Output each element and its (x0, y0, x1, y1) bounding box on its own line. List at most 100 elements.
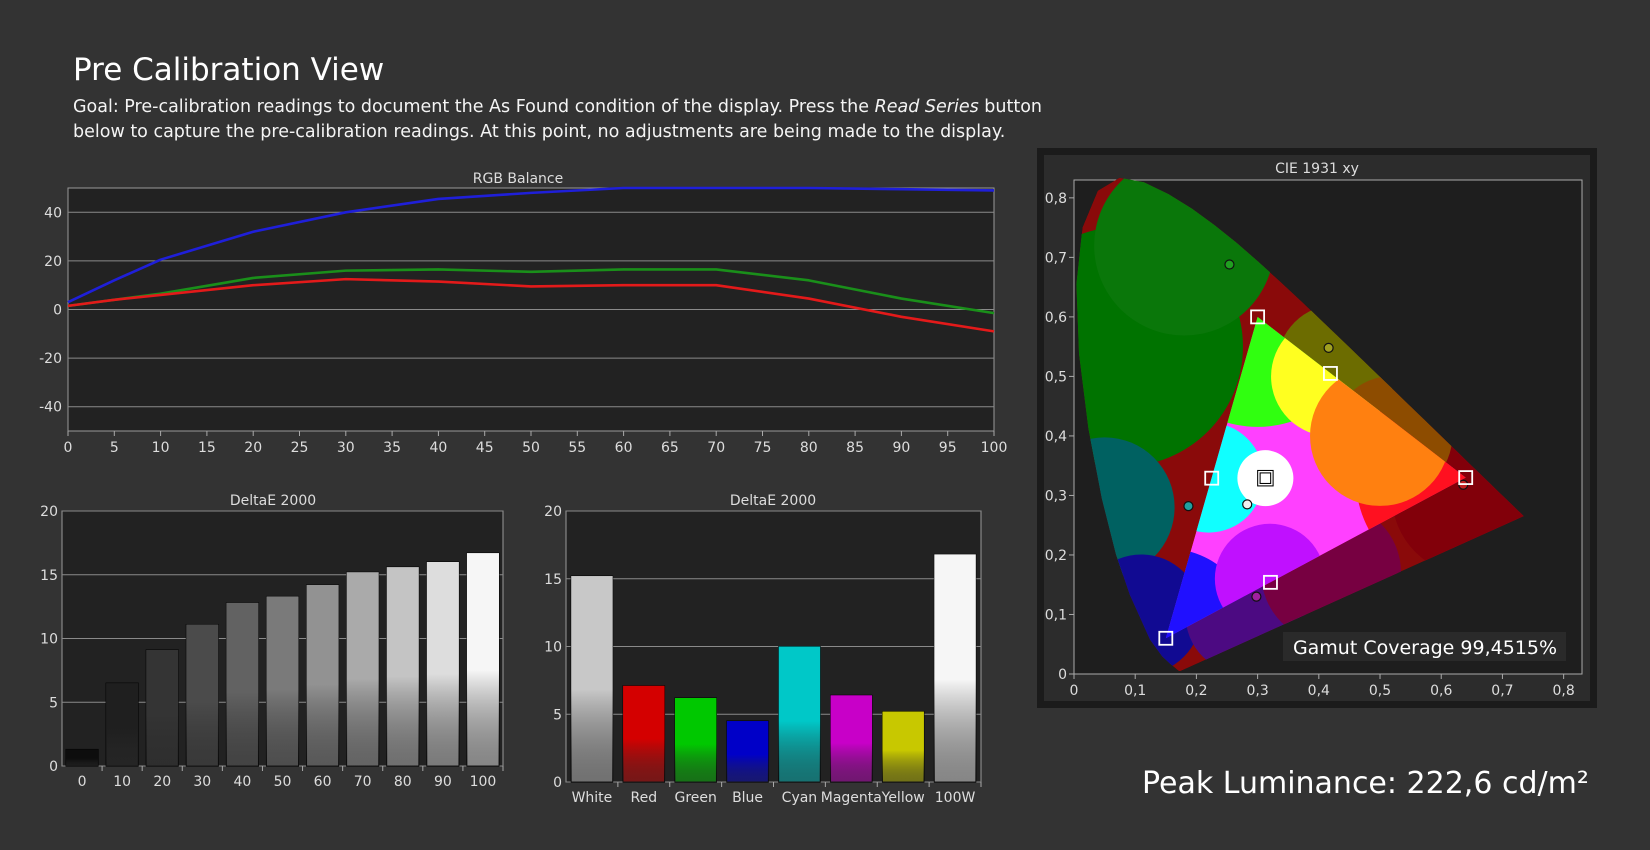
gray-bar-shade (146, 649, 179, 766)
color-y-tick-label: 5 (553, 707, 562, 723)
gray-bar-shade (426, 562, 459, 766)
color-bar-shade (571, 576, 613, 782)
target-square-1 (1250, 309, 1266, 325)
cie-1931-chart: CIE 1931 xy 0 0,1 0,2 0,3 0,4 0,5 0,6 0,7 0,8 0,8… (1037, 148, 1597, 708)
rgb-x-tick-label: 60 (615, 440, 633, 456)
cie-x-tick-label: 0,4 (1308, 683, 1330, 699)
gray-bar-shade (346, 572, 379, 766)
locus-color-blob-2 (1076, 437, 1175, 578)
rgb-y-tick-label: -40 (39, 400, 62, 416)
gray-x-tick-label: 40 (233, 774, 251, 790)
cie-y-tick-label: 0,2 (1045, 548, 1067, 564)
rgb-x-tick-label: 80 (800, 440, 818, 456)
gray-bar-shade (106, 683, 139, 766)
color-x-tick-label: Cyan (782, 790, 818, 806)
target-square-0 (1458, 470, 1474, 485)
gray-bar-shade (186, 624, 219, 766)
deltae-color-chart: DeltaE 2000 20 15 10 5 0 White Red Green Blue Cya… (544, 493, 982, 806)
gamut-coverage-box (1283, 632, 1566, 661)
page-title: Pre Calibration View (73, 52, 385, 88)
target-square-3 (1204, 470, 1220, 486)
rgb-x-tick-label: 45 (476, 440, 494, 456)
triangle-blob-7 (1237, 450, 1294, 507)
gray-bar-shade (226, 602, 259, 766)
cie-y-tick-label: 0,7 (1045, 250, 1067, 266)
color-bar-shade (882, 711, 924, 782)
rgb-x-tick-label: 75 (754, 440, 772, 456)
gray-x-tick-label: 90 (434, 774, 452, 790)
rgb-x-tick-label: 30 (337, 440, 355, 456)
goal-text-end: button below to capture the pre-calibrat… (73, 97, 1043, 142)
rgb-y-tick-label: -20 (39, 351, 62, 367)
target-square-white-inner (1258, 470, 1273, 486)
color-bar-shade (778, 646, 821, 782)
cie-x-tick-label: 0,2 (1185, 683, 1207, 699)
color-y-tick-label: 10 (544, 640, 562, 656)
gray-bar-shade (66, 749, 99, 766)
color-y-tick-label: 15 (544, 572, 562, 588)
color-x-tick-label: Magenta (821, 790, 882, 806)
rgb-x-tick-label: 0 (64, 440, 73, 456)
gamut-outer-shade (1076, 177, 1524, 672)
measured-point-4 (1323, 342, 1334, 353)
gray-x-tick-label: 100 (470, 774, 497, 790)
rgb-x-tick-label: 95 (939, 440, 957, 456)
color-x-tick-label: Yellow (881, 790, 925, 806)
goal-text-start: Goal: Pre-calibration readings to docume… (73, 97, 875, 117)
rgb-x-tick-label: 15 (198, 440, 216, 456)
color-x-tick-label: Blue (732, 790, 763, 806)
rgb-y-tick-label: 0 (53, 303, 62, 319)
rgb-x-tick-label: 100 (981, 440, 1008, 456)
cie-x-tick-label: 0,3 (1246, 683, 1268, 699)
cie-y-tick-label: 0,3 (1045, 488, 1067, 504)
deltae-grayscale-title: DeltaE 2000 (230, 493, 316, 509)
gray-x-tick-label: 0 (78, 774, 87, 790)
cie-x-tick-label: 0,1 (1124, 683, 1146, 699)
gray-bar-shade (386, 567, 419, 766)
gamut-coverage-label: Gamut Coverage 99,4515% (1293, 637, 1557, 659)
gray-x-tick-label: 30 (193, 774, 211, 790)
rgb-chart-title: RGB Balance (473, 171, 563, 187)
gray-x-tick-label: 60 (314, 774, 332, 790)
cie-x-tick-label: 0,5 (1369, 683, 1391, 699)
rgb-y-tick-label: 40 (44, 205, 62, 221)
cie-y-tick-label: 0,6 (1045, 310, 1067, 326)
cie-y-tick-label: 0,8 (1045, 191, 1067, 207)
color-bar-shade (623, 685, 665, 782)
measured-point-1 (1224, 259, 1235, 270)
rgb-x-tick-label: 65 (661, 440, 679, 456)
color-y-tick-label: 0 (553, 775, 562, 791)
cie-y-tick-label: 0,4 (1045, 429, 1067, 445)
cie-x-tick-label: 0,7 (1491, 683, 1513, 699)
cie-y-tick-label: 0,5 (1045, 369, 1067, 385)
measured-point-3 (1183, 501, 1194, 512)
measured-point-5 (1242, 499, 1253, 510)
color-x-tick-label: Red (631, 790, 658, 806)
cie-x-tick-label: 0,8 (1553, 683, 1575, 699)
gray-x-tick-label: 80 (394, 774, 412, 790)
cie-x-tick-label: 0 (1070, 683, 1079, 699)
goal-description: Goal: Pre-calibration readings to docume… (73, 95, 1093, 145)
color-bar-shade (934, 554, 976, 782)
cie-y-tick-label: 0 (1058, 667, 1067, 683)
rgb-series-line-2 (67, 277, 995, 333)
color-x-tick-label: 100W (935, 790, 976, 806)
rgb-x-tick-label: 55 (568, 440, 586, 456)
measured-point-2 (1251, 591, 1262, 602)
rgb-x-tick-label: 20 (244, 440, 262, 456)
gray-x-tick-label: 70 (354, 774, 372, 790)
gray-y-tick-label: 0 (49, 759, 58, 775)
cie-y-tick-label: 0,1 (1045, 607, 1067, 623)
rgb-x-tick-label: 25 (291, 440, 309, 456)
color-x-tick-label: Green (674, 790, 716, 806)
rgb-y-tick-label: 20 (44, 254, 62, 270)
rgb-x-tick-label: 70 (707, 440, 725, 456)
gray-x-tick-label: 50 (274, 774, 292, 790)
read-series-reference: Read Series (874, 97, 979, 117)
rgb-balance-chart: RGB Balance 40 20 0 -20 -40 0 5 10 15 20 25 30 35 40 4… (39, 171, 1008, 456)
color-y-tick-label: 20 (544, 504, 562, 520)
rgb-x-tick-label: 10 (152, 440, 170, 456)
rgb-series-line-0 (67, 186, 995, 304)
gray-bar-shade (466, 553, 499, 766)
